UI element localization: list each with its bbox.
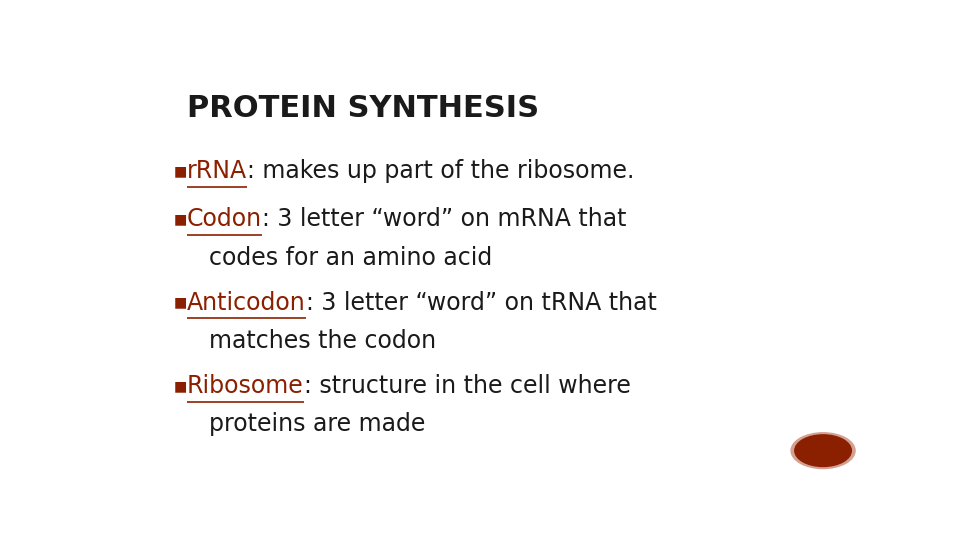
Circle shape (791, 433, 855, 469)
Text: matches the codon: matches the codon (209, 329, 437, 353)
Circle shape (795, 435, 852, 467)
Text: ■: ■ (174, 164, 187, 178)
Text: Ribosome: Ribosome (187, 374, 303, 398)
Text: ■: ■ (174, 379, 187, 393)
Text: : structure in the cell where: : structure in the cell where (303, 374, 631, 398)
Text: : 3 letter “word” on mRNA that: : 3 letter “word” on mRNA that (262, 207, 627, 232)
Text: : 3 letter “word” on tRNA that: : 3 letter “word” on tRNA that (305, 291, 657, 315)
Text: proteins are made: proteins are made (209, 413, 425, 436)
Text: PROTEIN SYNTHESIS: PROTEIN SYNTHESIS (187, 94, 540, 123)
Text: ■: ■ (174, 295, 187, 309)
Text: codes for an amino acid: codes for an amino acid (209, 246, 492, 270)
Text: ■: ■ (174, 212, 187, 226)
Text: Codon: Codon (187, 207, 262, 232)
Text: rRNA: rRNA (187, 159, 247, 183)
Text: : makes up part of the ribosome.: : makes up part of the ribosome. (247, 159, 635, 183)
Text: Anticodon: Anticodon (187, 291, 305, 315)
